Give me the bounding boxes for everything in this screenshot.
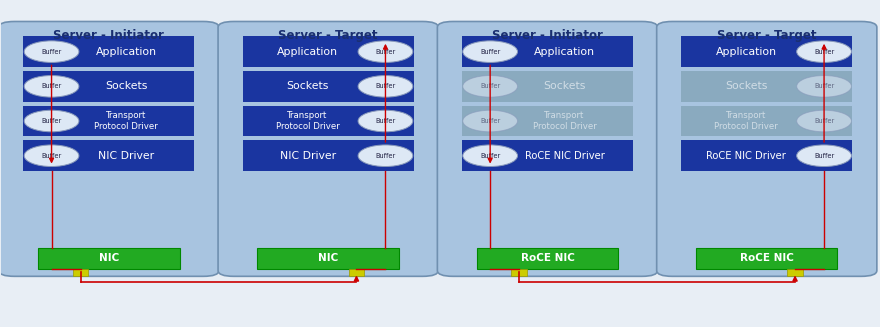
Text: RoCE NIC: RoCE NIC — [740, 253, 794, 263]
Text: Server - Initiator: Server - Initiator — [54, 29, 165, 42]
Ellipse shape — [358, 41, 413, 62]
FancyBboxPatch shape — [656, 22, 876, 276]
FancyBboxPatch shape — [23, 71, 194, 102]
FancyBboxPatch shape — [462, 36, 633, 67]
FancyBboxPatch shape — [681, 106, 853, 136]
Ellipse shape — [463, 110, 517, 132]
Text: Sockets: Sockets — [105, 81, 147, 91]
FancyBboxPatch shape — [681, 71, 853, 102]
Ellipse shape — [358, 145, 413, 166]
Text: Buffer: Buffer — [376, 83, 396, 89]
FancyBboxPatch shape — [477, 248, 618, 269]
FancyBboxPatch shape — [23, 106, 194, 136]
FancyBboxPatch shape — [258, 248, 399, 269]
FancyBboxPatch shape — [681, 140, 853, 171]
FancyBboxPatch shape — [681, 36, 853, 67]
FancyBboxPatch shape — [511, 269, 527, 276]
FancyBboxPatch shape — [243, 106, 414, 136]
Text: Buffer: Buffer — [480, 153, 501, 159]
Text: Buffer: Buffer — [814, 49, 834, 55]
FancyBboxPatch shape — [462, 71, 633, 102]
Text: Buffer: Buffer — [376, 153, 396, 159]
Ellipse shape — [24, 41, 79, 62]
FancyBboxPatch shape — [23, 36, 194, 67]
Ellipse shape — [796, 110, 852, 132]
Text: Buffer: Buffer — [41, 153, 62, 159]
Text: Application: Application — [277, 47, 338, 57]
FancyBboxPatch shape — [38, 248, 180, 269]
Text: Sockets: Sockets — [286, 81, 329, 91]
FancyBboxPatch shape — [462, 106, 633, 136]
Ellipse shape — [24, 110, 79, 132]
Text: Buffer: Buffer — [480, 118, 501, 124]
FancyBboxPatch shape — [696, 248, 838, 269]
Text: NIC Driver: NIC Driver — [98, 151, 154, 161]
Text: Buffer: Buffer — [41, 83, 62, 89]
FancyBboxPatch shape — [243, 71, 414, 102]
Text: NIC Driver: NIC Driver — [280, 151, 335, 161]
Text: Application: Application — [534, 47, 595, 57]
Ellipse shape — [796, 145, 852, 166]
FancyBboxPatch shape — [73, 269, 89, 276]
FancyBboxPatch shape — [348, 269, 364, 276]
Text: Buffer: Buffer — [376, 118, 396, 124]
FancyBboxPatch shape — [23, 140, 194, 171]
Ellipse shape — [24, 76, 79, 97]
Text: NIC: NIC — [99, 253, 119, 263]
Text: Application: Application — [95, 47, 157, 57]
Text: Transport
Protocol Driver: Transport Protocol Driver — [275, 111, 340, 131]
Ellipse shape — [463, 76, 517, 97]
Text: Buffer: Buffer — [376, 49, 396, 55]
Ellipse shape — [796, 76, 852, 97]
Text: Application: Application — [715, 47, 777, 57]
Text: NIC: NIC — [318, 253, 338, 263]
FancyBboxPatch shape — [218, 22, 438, 276]
Ellipse shape — [358, 76, 413, 97]
Ellipse shape — [463, 41, 517, 62]
FancyBboxPatch shape — [788, 269, 803, 276]
Text: Sockets: Sockets — [543, 81, 586, 91]
Text: Transport
Protocol Driver: Transport Protocol Driver — [532, 111, 597, 131]
Text: RoCE NIC Driver: RoCE NIC Driver — [524, 151, 605, 161]
FancyBboxPatch shape — [0, 22, 219, 276]
Ellipse shape — [358, 110, 413, 132]
Text: Buffer: Buffer — [814, 118, 834, 124]
Text: Buffer: Buffer — [41, 118, 62, 124]
Ellipse shape — [24, 145, 79, 166]
Text: Buffer: Buffer — [480, 83, 501, 89]
Text: Buffer: Buffer — [480, 49, 501, 55]
Text: Buffer: Buffer — [41, 49, 62, 55]
Text: Server - Target: Server - Target — [717, 29, 817, 42]
FancyBboxPatch shape — [243, 140, 414, 171]
Text: Transport
Protocol Driver: Transport Protocol Driver — [94, 111, 158, 131]
Text: Buffer: Buffer — [814, 83, 834, 89]
Ellipse shape — [796, 41, 852, 62]
Text: Sockets: Sockets — [725, 81, 767, 91]
Text: Buffer: Buffer — [814, 153, 834, 159]
FancyBboxPatch shape — [243, 36, 414, 67]
Text: RoCE NIC Driver: RoCE NIC Driver — [707, 151, 786, 161]
Text: Server - Initiator: Server - Initiator — [492, 29, 603, 42]
Text: Server - Target: Server - Target — [278, 29, 378, 42]
Text: Transport
Protocol Driver: Transport Protocol Driver — [715, 111, 778, 131]
Ellipse shape — [463, 145, 517, 166]
Text: RoCE NIC: RoCE NIC — [521, 253, 575, 263]
FancyBboxPatch shape — [462, 140, 633, 171]
FancyBboxPatch shape — [437, 22, 657, 276]
